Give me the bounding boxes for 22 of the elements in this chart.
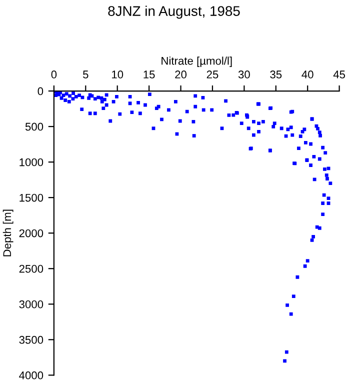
y-tick-label: 1500 bbox=[20, 194, 44, 202]
y-tick-label: 3500 bbox=[19, 336, 44, 344]
y-tick-label: 1000 bbox=[20, 158, 44, 166]
x-axis-title: Nitrate [µmol/l] bbox=[162, 56, 232, 67]
x-tick-label: 30 bbox=[238, 70, 250, 78]
y-tick-label: 500 bbox=[25, 122, 44, 131]
x-tick-label: 20 bbox=[175, 70, 187, 78]
x-tick-label: 35 bbox=[270, 70, 282, 78]
x-tick-label: 40 bbox=[302, 70, 314, 78]
x-tick-label: 45 bbox=[333, 70, 346, 78]
y-tick-label: 0 bbox=[38, 87, 44, 96]
x-tick-label: 15 bbox=[144, 70, 155, 78]
chart-title: 8JNZ in August, 1985 bbox=[108, 6, 240, 19]
x-tick-label: 25 bbox=[206, 70, 218, 78]
x-tick-label: 0 bbox=[51, 70, 57, 78]
y-tick-label: 2000 bbox=[19, 229, 44, 238]
y-tick-label: 4000 bbox=[19, 371, 44, 380]
y-tick-label: 3000 bbox=[19, 300, 44, 308]
x-tick-label: 5 bbox=[83, 70, 88, 78]
y-tick-label: 2500 bbox=[19, 264, 44, 273]
y-axis-title: Depth [m] bbox=[2, 210, 14, 256]
x-tick-label: 10 bbox=[112, 70, 124, 78]
